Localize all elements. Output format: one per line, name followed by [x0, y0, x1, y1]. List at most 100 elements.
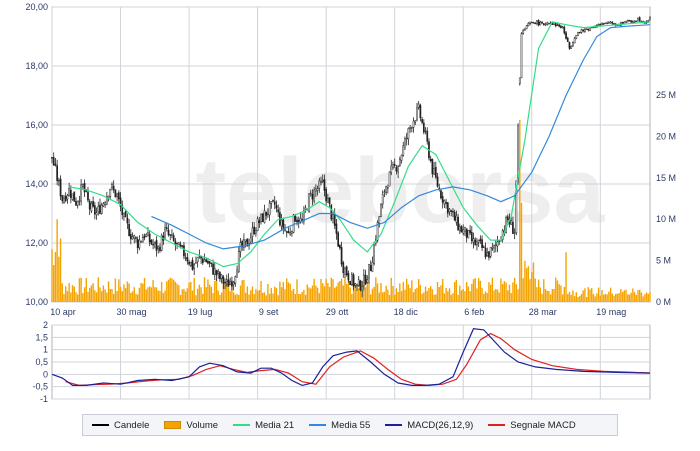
volume-bar	[148, 286, 151, 302]
volume-bar	[193, 277, 195, 302]
volume-bar	[358, 288, 360, 302]
candle-body	[429, 158, 432, 162]
volume-bar	[306, 284, 309, 302]
candle-body	[585, 28, 588, 30]
candle-body	[482, 246, 485, 248]
volume-bar	[580, 293, 583, 302]
candle-body	[99, 204, 101, 214]
volume-bar	[128, 283, 130, 302]
volume-bar	[510, 292, 512, 302]
candle-body	[392, 164, 394, 169]
candle-body	[366, 279, 369, 284]
volume-bar	[164, 290, 166, 302]
volume-bar	[75, 292, 77, 302]
volume-bar	[395, 288, 398, 302]
volume-bar	[121, 291, 123, 302]
candle-body	[505, 217, 507, 233]
candle-body	[272, 200, 274, 202]
volume-bar	[95, 292, 98, 302]
candle-body	[481, 239, 483, 248]
macd-y-tick-label: 1	[43, 345, 48, 355]
volume-bar	[625, 289, 627, 302]
volume-bar	[116, 291, 118, 302]
legend-swatch	[385, 424, 403, 426]
candle-body	[54, 163, 57, 166]
volume-bar	[313, 278, 315, 302]
candle-body	[68, 187, 70, 197]
candle-body	[61, 195, 64, 202]
volume-bar	[188, 282, 190, 302]
candle-body	[349, 280, 351, 286]
candle-body	[417, 103, 420, 108]
ma55-line	[151, 24, 651, 250]
price-y-tick-label: 12,00	[25, 238, 48, 248]
candle-body	[373, 244, 375, 264]
candle-body	[544, 24, 547, 26]
candle-body	[253, 226, 256, 234]
chart-legend: Candele Volume Media 21 Media 55 MACD(26,12,…	[82, 414, 618, 436]
volume-bar	[87, 291, 89, 302]
volume-bar	[567, 293, 569, 302]
candle-body	[470, 232, 473, 242]
candle-body	[539, 21, 542, 26]
volume-bar	[464, 291, 466, 302]
candle-body	[66, 195, 69, 200]
candle-body	[494, 244, 497, 247]
volume-bar	[453, 282, 456, 302]
volume-bar	[414, 289, 416, 302]
volume-bar	[203, 277, 206, 302]
volume-bar	[520, 202, 523, 302]
volume-bar	[174, 281, 177, 302]
volume-bar	[419, 285, 422, 302]
volume-y-tick-label: 25 M	[656, 90, 676, 100]
candle-body	[496, 241, 499, 247]
candle-body	[464, 226, 466, 232]
volume-bar	[119, 286, 122, 302]
volume-bar	[157, 290, 159, 302]
volume-bar	[263, 292, 266, 302]
candle-body	[597, 24, 600, 26]
volume-bar	[392, 286, 394, 302]
volume-bar	[364, 287, 367, 302]
candle-body	[376, 222, 379, 241]
volume-bar	[59, 238, 62, 302]
volume-bar	[378, 292, 380, 302]
candle-body	[426, 130, 429, 142]
candle-body	[128, 223, 130, 236]
candle-body	[75, 200, 77, 206]
candle-body	[638, 17, 641, 22]
volume-bar	[513, 277, 516, 302]
volume-bar	[375, 277, 377, 302]
candle-body	[602, 23, 605, 25]
candle-body	[575, 34, 578, 39]
candle-body	[520, 33, 523, 78]
x-tick-label: 30 mag	[117, 307, 147, 317]
volume-bar	[462, 289, 464, 302]
volume-bar	[68, 283, 70, 302]
price-y-tick-label: 16,00	[25, 120, 48, 130]
price-y-tick-label: 14,00	[25, 179, 48, 189]
volume-bar	[592, 293, 595, 302]
candle-body	[477, 240, 480, 243]
candle-body	[472, 238, 475, 243]
candle-body	[488, 251, 490, 258]
candle-body	[441, 196, 444, 203]
volume-bar	[445, 288, 447, 302]
candle-body	[189, 261, 192, 266]
volume-bar	[172, 279, 175, 302]
volume-bar	[210, 286, 213, 302]
candle-body	[518, 77, 521, 85]
candle-body	[152, 244, 154, 246]
volume-bar	[340, 278, 343, 302]
candle-body	[282, 219, 285, 230]
macd-y-tick-label: 0,5	[35, 357, 48, 367]
volume-bar	[202, 293, 204, 302]
volume-bar	[275, 287, 278, 302]
volume-bar	[639, 289, 641, 302]
candle-body	[621, 22, 624, 24]
volume-bar	[608, 291, 610, 302]
volume-bar	[310, 288, 312, 302]
volume-bar	[198, 284, 201, 302]
volume-bar	[642, 296, 644, 302]
candle-body	[123, 212, 125, 218]
